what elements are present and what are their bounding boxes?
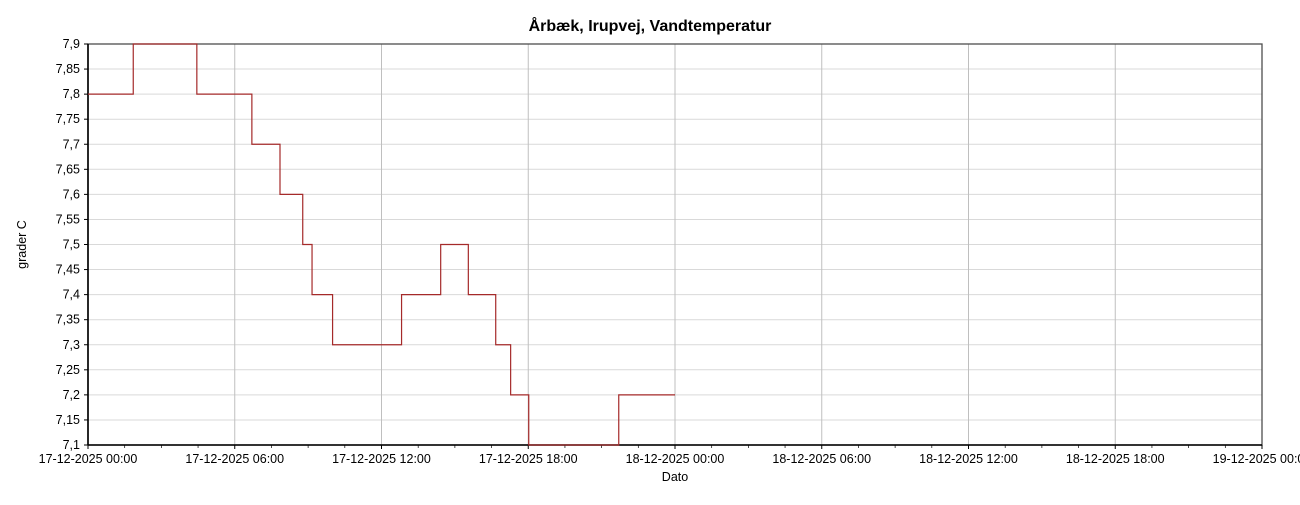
svg-text:7,3: 7,3 xyxy=(63,338,80,352)
svg-text:17-12-2025 12:00: 17-12-2025 12:00 xyxy=(332,452,431,466)
svg-text:7,7: 7,7 xyxy=(63,137,80,151)
svg-text:17-12-2025 06:00: 17-12-2025 06:00 xyxy=(185,452,284,466)
svg-text:18-12-2025 06:00: 18-12-2025 06:00 xyxy=(772,452,871,466)
svg-text:7,75: 7,75 xyxy=(56,112,80,126)
svg-text:7,35: 7,35 xyxy=(56,313,80,327)
svg-text:19-12-2025 00:00: 19-12-2025 00:00 xyxy=(1213,452,1300,466)
svg-text:7,2: 7,2 xyxy=(63,388,80,402)
svg-text:7,45: 7,45 xyxy=(56,263,80,277)
svg-text:7,85: 7,85 xyxy=(56,62,80,76)
svg-text:7,9: 7,9 xyxy=(63,37,80,51)
svg-text:7,5: 7,5 xyxy=(63,238,80,252)
svg-text:grader C: grader C xyxy=(15,220,29,269)
svg-text:Dato: Dato xyxy=(662,470,688,484)
svg-text:7,6: 7,6 xyxy=(63,187,80,201)
svg-text:17-12-2025 00:00: 17-12-2025 00:00 xyxy=(39,452,138,466)
svg-text:7,1: 7,1 xyxy=(63,438,80,452)
svg-text:7,15: 7,15 xyxy=(56,413,80,427)
svg-text:7,55: 7,55 xyxy=(56,212,80,226)
svg-text:18-12-2025 00:00: 18-12-2025 00:00 xyxy=(626,452,725,466)
svg-text:7,8: 7,8 xyxy=(63,87,80,101)
svg-text:7,65: 7,65 xyxy=(56,162,80,176)
svg-text:17-12-2025 18:00: 17-12-2025 18:00 xyxy=(479,452,578,466)
svg-text:7,25: 7,25 xyxy=(56,363,80,377)
svg-text:18-12-2025 12:00: 18-12-2025 12:00 xyxy=(919,452,1018,466)
svg-text:7,4: 7,4 xyxy=(63,288,80,302)
svg-text:18-12-2025 18:00: 18-12-2025 18:00 xyxy=(1066,452,1165,466)
